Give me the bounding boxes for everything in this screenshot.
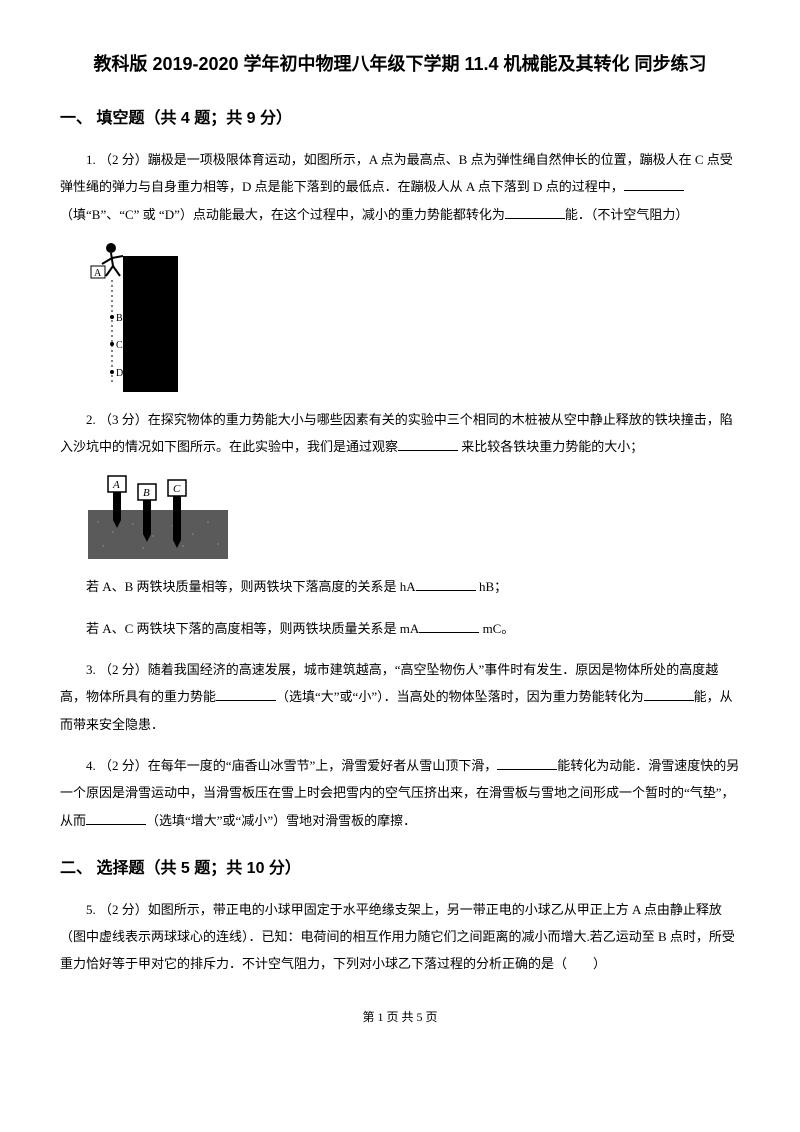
svg-text:A: A <box>112 479 120 491</box>
q4-text-c: （选填“增大”或“减小”）雪地对滑雪板的摩擦． <box>146 813 416 828</box>
fig1-label-c: C <box>116 340 123 351</box>
fig1-label-d: D <box>116 368 123 379</box>
q4-blank-2 <box>86 810 146 825</box>
q2-line3-b: mC。 <box>479 621 514 636</box>
question-4: 4. （2 分）在每年一度的“庙香山冰雪节”上，滑雪爱好者从雪山顶下滑，能转化为… <box>60 752 740 834</box>
question-1: 1. （2 分）蹦极是一项极限体育运动，如图所示，A 点为最高点、B 点为弹性绳… <box>60 146 740 228</box>
q3-blank-2 <box>644 686 694 701</box>
question-3: 3. （2 分）随着我国经济的高速发展，城市建筑越高，“高空坠物伤人”事件时有发… <box>60 656 740 738</box>
q4-text-a: 4. （2 分）在每年一度的“庙香山冰雪节”上，滑雪爱好者从雪山顶下滑， <box>86 758 497 773</box>
q2-line2-b: hB； <box>476 579 507 594</box>
q2-line2-a: 若 A、B 两铁块质量相等，则两铁块下落高度的关系是 hA <box>86 579 416 594</box>
q2-blank-2 <box>416 576 476 591</box>
question-5: 5. （2 分）如图所示，带正电的小球甲固定于水平绝缘支架上，另一带正电的小球乙… <box>60 896 740 978</box>
fig1-label-b: B <box>116 313 123 324</box>
figure-2-stakes: A B C <box>88 474 740 559</box>
q1-text-c: 能．（不计空气阻力） <box>565 207 689 222</box>
fig1-label-a: A <box>94 268 102 279</box>
section-2-header: 二、 选择题（共 5 题；共 10 分） <box>60 854 740 878</box>
page-footer: 第 1 页 共 5 页 <box>60 1008 740 1025</box>
q2-line3-a: 若 A、C 两铁块下落的高度相等，则两铁块质量关系是 mA <box>86 621 419 636</box>
question-2-line2: 若 A、B 两铁块质量相等，则两铁块下落高度的关系是 hA hB； <box>60 573 740 600</box>
q1-blank-2 <box>505 204 565 219</box>
svg-text:C: C <box>173 483 181 495</box>
figure-1-bungee: A B C D <box>88 242 740 392</box>
question-2: 2. （3 分）在探究物体的重力势能大小与哪些因素有关的实验中三个相同的木桩被从… <box>60 406 740 461</box>
q4-blank-1 <box>497 755 557 770</box>
page-title: 教科版 2019-2020 学年初中物理八年级下学期 11.4 机械能及其转化 … <box>60 50 740 76</box>
question-2-line3: 若 A、C 两铁块下落的高度相等，则两铁块质量关系是 mA mC。 <box>60 615 740 642</box>
q2-blank-3 <box>419 618 479 633</box>
q2-blank-1 <box>398 436 458 451</box>
section-1-header: 一、 填空题（共 4 题；共 9 分） <box>60 104 740 128</box>
q1-blank-1 <box>624 176 684 191</box>
svg-text:B: B <box>143 487 150 499</box>
q3-text-b: （选填“大”或“小”）．当高处的物体坠落时，因为重力势能转化为 <box>276 689 644 704</box>
q2-text-b: 来比较各铁块重力势能的大小； <box>458 439 643 454</box>
q1-text-b: （填“B”、“C” 或 “D”）点动能最大，在这个过程中，减小的重力势能都转化为 <box>60 207 505 222</box>
q3-blank-1 <box>216 686 276 701</box>
